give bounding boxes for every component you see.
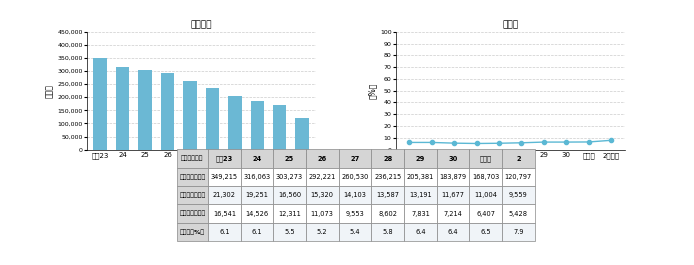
Title: 認知件数: 認知件数 xyxy=(190,21,212,30)
Bar xyxy=(161,73,174,150)
Y-axis label: （件）: （件） xyxy=(45,84,54,98)
Title: 検挙率: 検挙率 xyxy=(502,21,518,30)
Bar xyxy=(116,67,129,150)
Bar xyxy=(296,118,309,150)
Bar xyxy=(183,81,196,150)
Bar xyxy=(273,105,287,150)
Bar xyxy=(251,101,264,150)
Bar xyxy=(228,96,242,150)
Bar xyxy=(138,70,152,150)
Y-axis label: （%）: （%） xyxy=(368,82,377,99)
Bar xyxy=(94,58,107,150)
Bar xyxy=(205,88,219,150)
